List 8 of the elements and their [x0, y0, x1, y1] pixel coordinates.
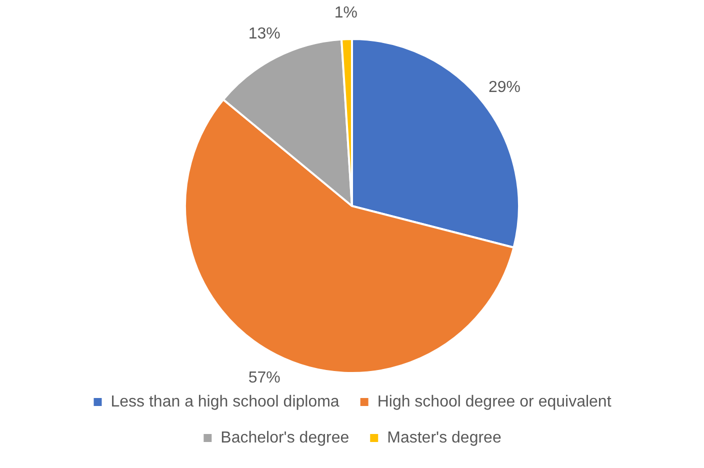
- legend-label: Bachelor's degree: [220, 429, 350, 446]
- data-label: 57%: [248, 369, 280, 386]
- data-label: 1%: [334, 4, 358, 22]
- legend-label: Less than a high school diploma: [110, 393, 340, 410]
- data-label: 29%: [488, 79, 521, 96]
- legend-label: High school degree or equivalent: [377, 393, 612, 410]
- legend-label: Master's degree: [387, 429, 502, 446]
- data-label: 13%: [248, 25, 280, 42]
